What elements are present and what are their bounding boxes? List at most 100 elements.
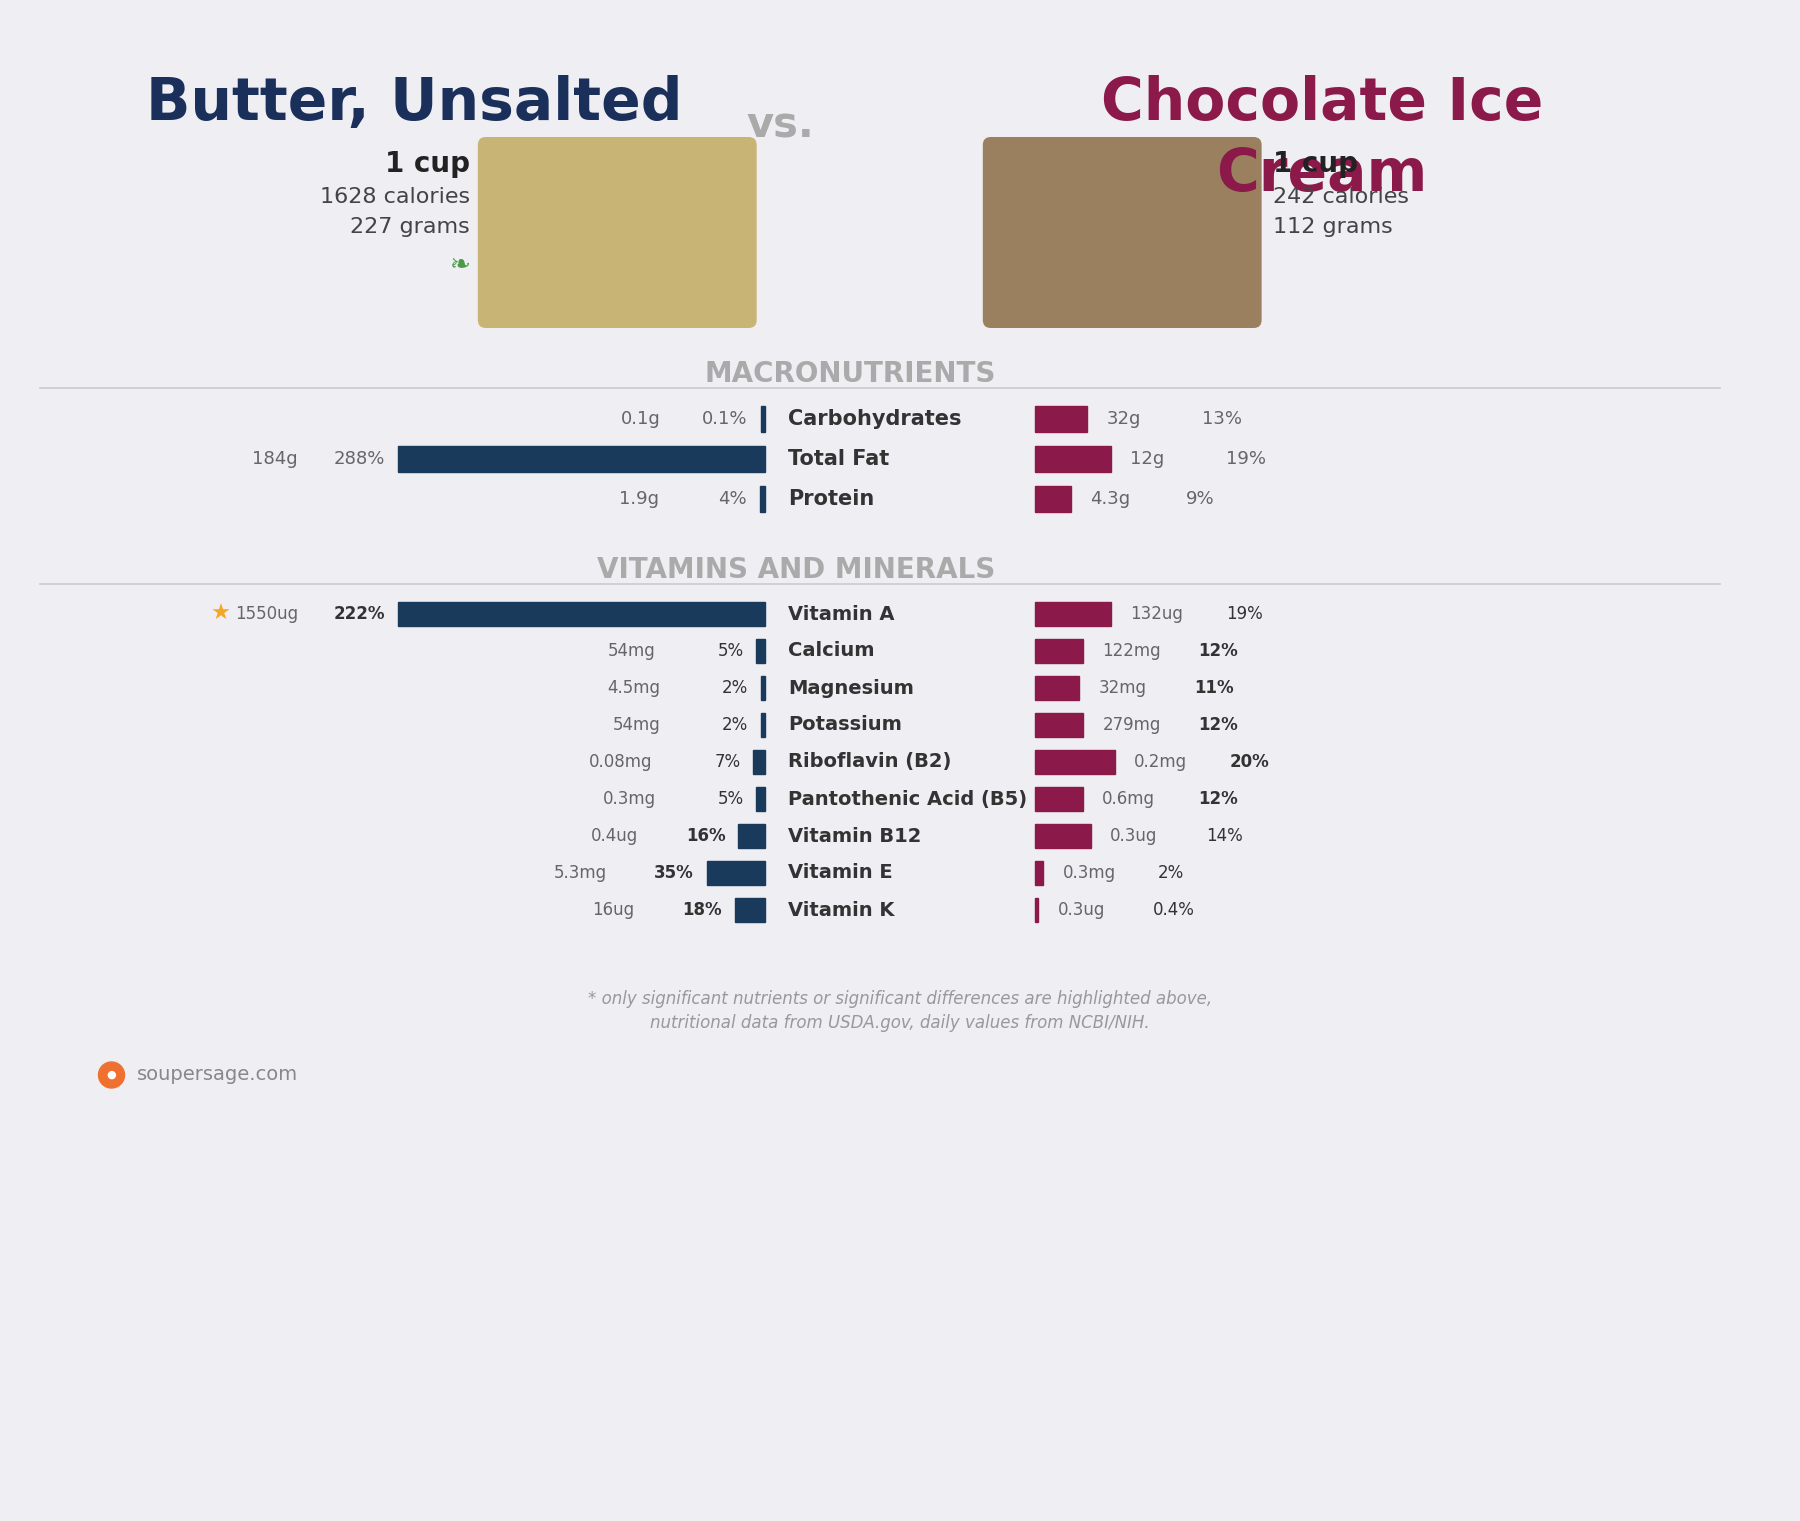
Text: 5%: 5% [718, 789, 743, 808]
Text: 11%: 11% [1193, 678, 1233, 697]
Bar [1035, 786, 1084, 811]
Text: ●: ● [106, 1069, 117, 1080]
Text: 12%: 12% [1197, 789, 1238, 808]
Text: 0.3mg: 0.3mg [1062, 864, 1116, 882]
Text: Carbohydrates: Carbohydrates [788, 409, 961, 429]
Text: 2%: 2% [722, 716, 747, 735]
Text: 5.3mg: 5.3mg [553, 864, 607, 882]
Bar [760, 487, 765, 513]
FancyBboxPatch shape [477, 137, 756, 329]
Text: * only significant nutrients or significant differences are highlighted above,: * only significant nutrients or signific… [589, 990, 1211, 1008]
Text: Pantothenic Acid (B5): Pantothenic Acid (B5) [788, 789, 1028, 809]
Text: Vitamin B12: Vitamin B12 [788, 826, 922, 846]
Text: Vitamin E: Vitamin E [788, 864, 893, 882]
Text: VITAMINS AND MINERALS: VITAMINS AND MINERALS [598, 557, 995, 584]
Text: 0.1g: 0.1g [621, 411, 661, 427]
Text: 0.2mg: 0.2mg [1134, 753, 1188, 771]
Text: 54mg: 54mg [612, 716, 661, 735]
Text: 54mg: 54mg [608, 642, 655, 660]
Bar [761, 713, 765, 738]
Text: 222%: 222% [335, 605, 385, 624]
Text: Vitamin K: Vitamin K [788, 900, 895, 920]
Bar [761, 406, 765, 432]
Text: 12%: 12% [1197, 642, 1238, 660]
Bar [1035, 639, 1084, 663]
Text: 14%: 14% [1206, 827, 1242, 846]
Text: 4%: 4% [718, 490, 747, 508]
Text: 0.08mg: 0.08mg [589, 753, 653, 771]
Bar [1035, 602, 1111, 627]
Bar [1035, 446, 1111, 472]
Bar [1035, 750, 1114, 774]
Text: 0.3mg: 0.3mg [603, 789, 655, 808]
Text: 1.9g: 1.9g [619, 490, 659, 508]
Circle shape [99, 1062, 124, 1088]
Text: 0.4%: 0.4% [1154, 900, 1195, 919]
Text: Protein: Protein [788, 488, 875, 510]
Text: Potassium: Potassium [788, 715, 902, 735]
Text: 2%: 2% [722, 678, 747, 697]
Bar [1035, 861, 1044, 885]
Bar [756, 639, 765, 663]
Text: 32g: 32g [1107, 411, 1141, 427]
Bar [398, 602, 765, 627]
Text: 19%: 19% [1226, 605, 1262, 624]
Text: vs.: vs. [747, 105, 814, 148]
Text: 1 cup: 1 cup [1273, 151, 1357, 178]
Text: 184g: 184g [252, 450, 297, 468]
Bar [398, 446, 765, 472]
Text: 32mg: 32mg [1098, 678, 1147, 697]
Text: 1 cup: 1 cup [385, 151, 470, 178]
Bar [752, 750, 765, 774]
Text: Riboflavin (B2): Riboflavin (B2) [788, 753, 952, 771]
Bar [1035, 487, 1071, 513]
Bar [738, 824, 765, 849]
Bar [1035, 897, 1039, 922]
Text: 0.3ug: 0.3ug [1058, 900, 1105, 919]
Text: 0.6mg: 0.6mg [1102, 789, 1156, 808]
Text: Butter, Unsalted: Butter, Unsalted [146, 75, 682, 132]
Text: 227 grams: 227 grams [351, 218, 470, 237]
Text: ★: ★ [211, 604, 230, 624]
FancyBboxPatch shape [983, 137, 1262, 329]
Text: 1550ug: 1550ug [234, 605, 297, 624]
Text: 0.1%: 0.1% [702, 411, 747, 427]
Text: 2%: 2% [1157, 864, 1184, 882]
Text: nutritional data from USDA.gov, daily values from NCBI/NIH.: nutritional data from USDA.gov, daily va… [650, 1015, 1150, 1033]
Text: 279mg: 279mg [1102, 716, 1161, 735]
Text: 13%: 13% [1202, 411, 1242, 427]
Bar [707, 861, 765, 885]
Bar [1035, 713, 1084, 738]
Bar [756, 786, 765, 811]
Text: 122mg: 122mg [1102, 642, 1161, 660]
Bar [1035, 406, 1087, 432]
Text: 35%: 35% [655, 864, 695, 882]
Text: 112 grams: 112 grams [1273, 218, 1393, 237]
Bar [761, 675, 765, 700]
Text: 16ug: 16ug [592, 900, 635, 919]
Text: Calcium: Calcium [788, 642, 875, 660]
Text: 12%: 12% [1197, 716, 1238, 735]
Text: 7%: 7% [715, 753, 740, 771]
Text: Chocolate Ice
Cream: Chocolate Ice Cream [1102, 75, 1543, 202]
Text: 4.3g: 4.3g [1091, 490, 1130, 508]
Text: 16%: 16% [686, 827, 725, 846]
Bar [1035, 824, 1091, 849]
Text: Total Fat: Total Fat [788, 449, 889, 468]
Text: 20%: 20% [1229, 753, 1269, 771]
Bar [1035, 675, 1080, 700]
Text: 288%: 288% [335, 450, 385, 468]
Text: soupersage.com: soupersage.com [137, 1066, 297, 1084]
Text: 0.4ug: 0.4ug [590, 827, 637, 846]
Text: 18%: 18% [682, 900, 722, 919]
Text: 5%: 5% [718, 642, 743, 660]
Text: 4.5mg: 4.5mg [607, 678, 661, 697]
Text: 9%: 9% [1186, 490, 1215, 508]
Text: Vitamin A: Vitamin A [788, 604, 895, 624]
Text: 242 calories: 242 calories [1273, 187, 1409, 207]
Bar [734, 897, 765, 922]
Text: 1628 calories: 1628 calories [320, 187, 470, 207]
Text: MACRONUTRIENTS: MACRONUTRIENTS [704, 360, 995, 388]
Text: 132ug: 132ug [1130, 605, 1183, 624]
Text: 12g: 12g [1130, 450, 1165, 468]
